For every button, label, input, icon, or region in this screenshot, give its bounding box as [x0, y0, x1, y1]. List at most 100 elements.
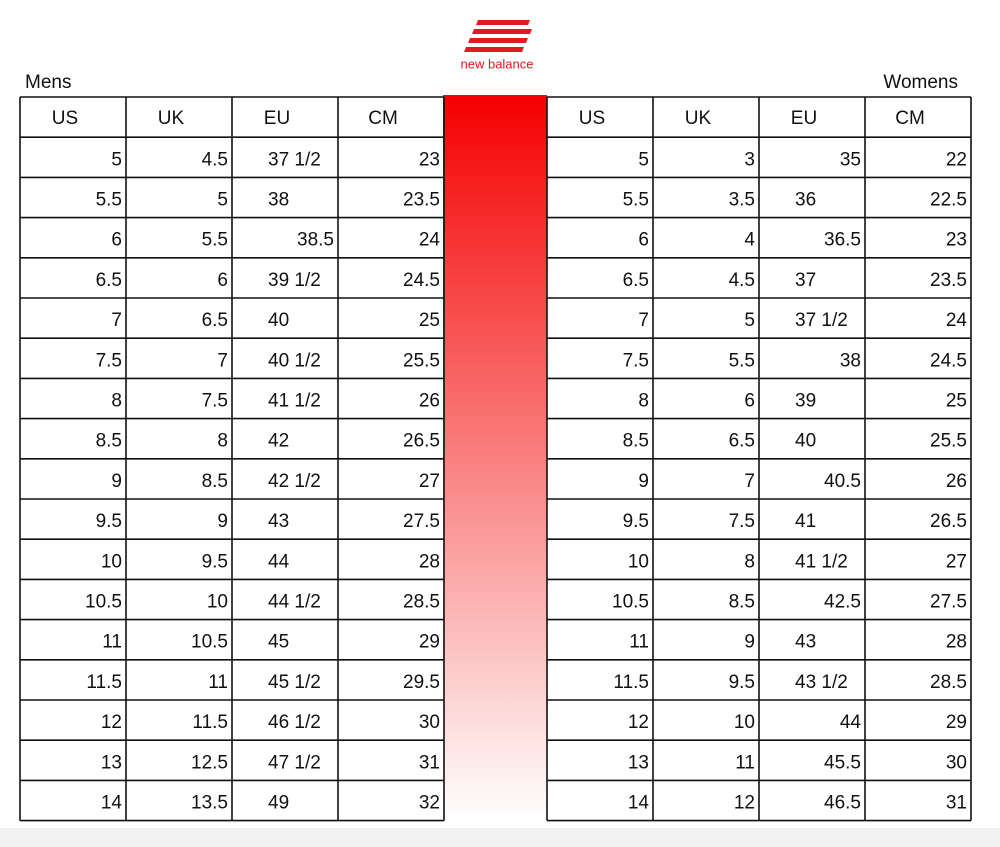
cell: 40	[795, 431, 816, 452]
column-header: EU	[264, 108, 290, 129]
cell: 32	[419, 793, 440, 814]
gradient-divider	[443, 95, 547, 821]
logo: new balance	[461, 20, 534, 71]
cell: 9.5	[202, 551, 228, 572]
cell: 29.5	[403, 672, 440, 693]
cell: 28	[946, 632, 967, 653]
cell: 25.5	[930, 431, 967, 452]
cell: 24.5	[403, 270, 440, 291]
cell: 35	[840, 149, 861, 170]
cell: 7.5	[623, 350, 649, 371]
cell: 42.5	[824, 592, 861, 613]
cell: 30	[419, 712, 440, 733]
cell: 40	[268, 310, 289, 331]
column-header: EU	[791, 108, 817, 129]
cell: 6	[217, 270, 228, 291]
cell: 27.5	[403, 511, 440, 532]
cell: 25	[946, 391, 967, 412]
cell: 7	[111, 310, 122, 331]
cell: 38	[840, 350, 861, 371]
cell: 41	[795, 511, 816, 532]
cell: 11.5	[192, 712, 228, 733]
cell: 27.5	[930, 592, 967, 613]
cell: 41 1/2	[268, 391, 321, 412]
cell: 37 1/2	[795, 310, 848, 331]
cell: 31	[419, 752, 440, 773]
cell: 8	[638, 391, 649, 412]
cell: 6	[111, 230, 122, 251]
cell: 9.5	[729, 672, 755, 693]
cell: 3.5	[729, 190, 755, 211]
cell: 46 1/2	[268, 712, 321, 733]
cell: 49	[268, 793, 289, 814]
cell: 8	[217, 431, 228, 452]
cell: 12	[628, 712, 649, 733]
cell: 10.5	[191, 632, 228, 653]
cell: 44 1/2	[268, 592, 321, 613]
mens-title: Mens	[25, 72, 71, 93]
cell: 5.5	[202, 230, 228, 251]
cell: 22	[946, 149, 967, 170]
cell: 11.5	[613, 672, 649, 693]
cell: 13.5	[191, 793, 228, 814]
cell: 43	[268, 511, 289, 532]
cell: 39 1/2	[268, 270, 321, 291]
cell: 12	[101, 712, 122, 733]
cell: 27	[419, 471, 440, 492]
cell: 5.5	[623, 190, 649, 211]
cell: 7	[744, 471, 755, 492]
cell: 25.5	[403, 350, 440, 371]
cell: 6	[638, 230, 649, 251]
cell: 23	[946, 230, 967, 251]
cell: 9	[111, 471, 122, 492]
cell: 7	[638, 310, 649, 331]
cell: 5	[744, 310, 755, 331]
cell: 43 1/2	[795, 672, 848, 693]
cell: 22.5	[930, 190, 967, 211]
cell: 24.5	[930, 350, 967, 371]
cell: 11.5	[86, 672, 122, 693]
cell: 7	[217, 350, 228, 371]
womens-title: Womens	[883, 72, 958, 93]
cell: 37 1/2	[268, 149, 321, 170]
cell: 46.5	[824, 793, 861, 814]
cell: 8	[111, 391, 122, 412]
cell: 8.5	[623, 431, 649, 452]
logo-text: new balance	[461, 56, 534, 71]
cell: 12	[734, 793, 755, 814]
cell: 45	[268, 632, 289, 653]
cell: 5	[638, 149, 649, 170]
cell: 23.5	[403, 190, 440, 211]
cell: 6.5	[623, 270, 649, 291]
cell: 26	[946, 471, 967, 492]
column-header: US	[579, 108, 605, 129]
cell: 4.5	[729, 270, 755, 291]
cell: 44	[268, 551, 290, 572]
cell: 43	[795, 632, 816, 653]
cell: 42 1/2	[268, 471, 321, 492]
cell: 38	[268, 190, 289, 211]
cell: 3	[744, 149, 755, 170]
cell: 26	[419, 391, 440, 412]
cell: 9	[744, 632, 755, 653]
cell: 9	[217, 511, 228, 532]
cell: 23	[419, 149, 440, 170]
cell: 29	[419, 632, 440, 653]
cell: 14	[628, 793, 650, 814]
cell: 37	[795, 270, 816, 291]
column-header: UK	[158, 108, 185, 129]
cell: 11	[629, 632, 649, 653]
cell: 44	[840, 712, 862, 733]
cell: 30	[946, 752, 967, 773]
cell: 10	[207, 592, 228, 613]
cell: 39	[795, 391, 816, 412]
cell: 41 1/2	[795, 551, 848, 572]
cell: 40.5	[824, 471, 861, 492]
cell: 8.5	[202, 471, 228, 492]
cell: 47 1/2	[268, 752, 321, 773]
cell: 45.5	[824, 752, 861, 773]
cell: 38.5	[297, 230, 334, 251]
cell: 8.5	[729, 592, 755, 613]
cell: 42	[268, 431, 289, 452]
